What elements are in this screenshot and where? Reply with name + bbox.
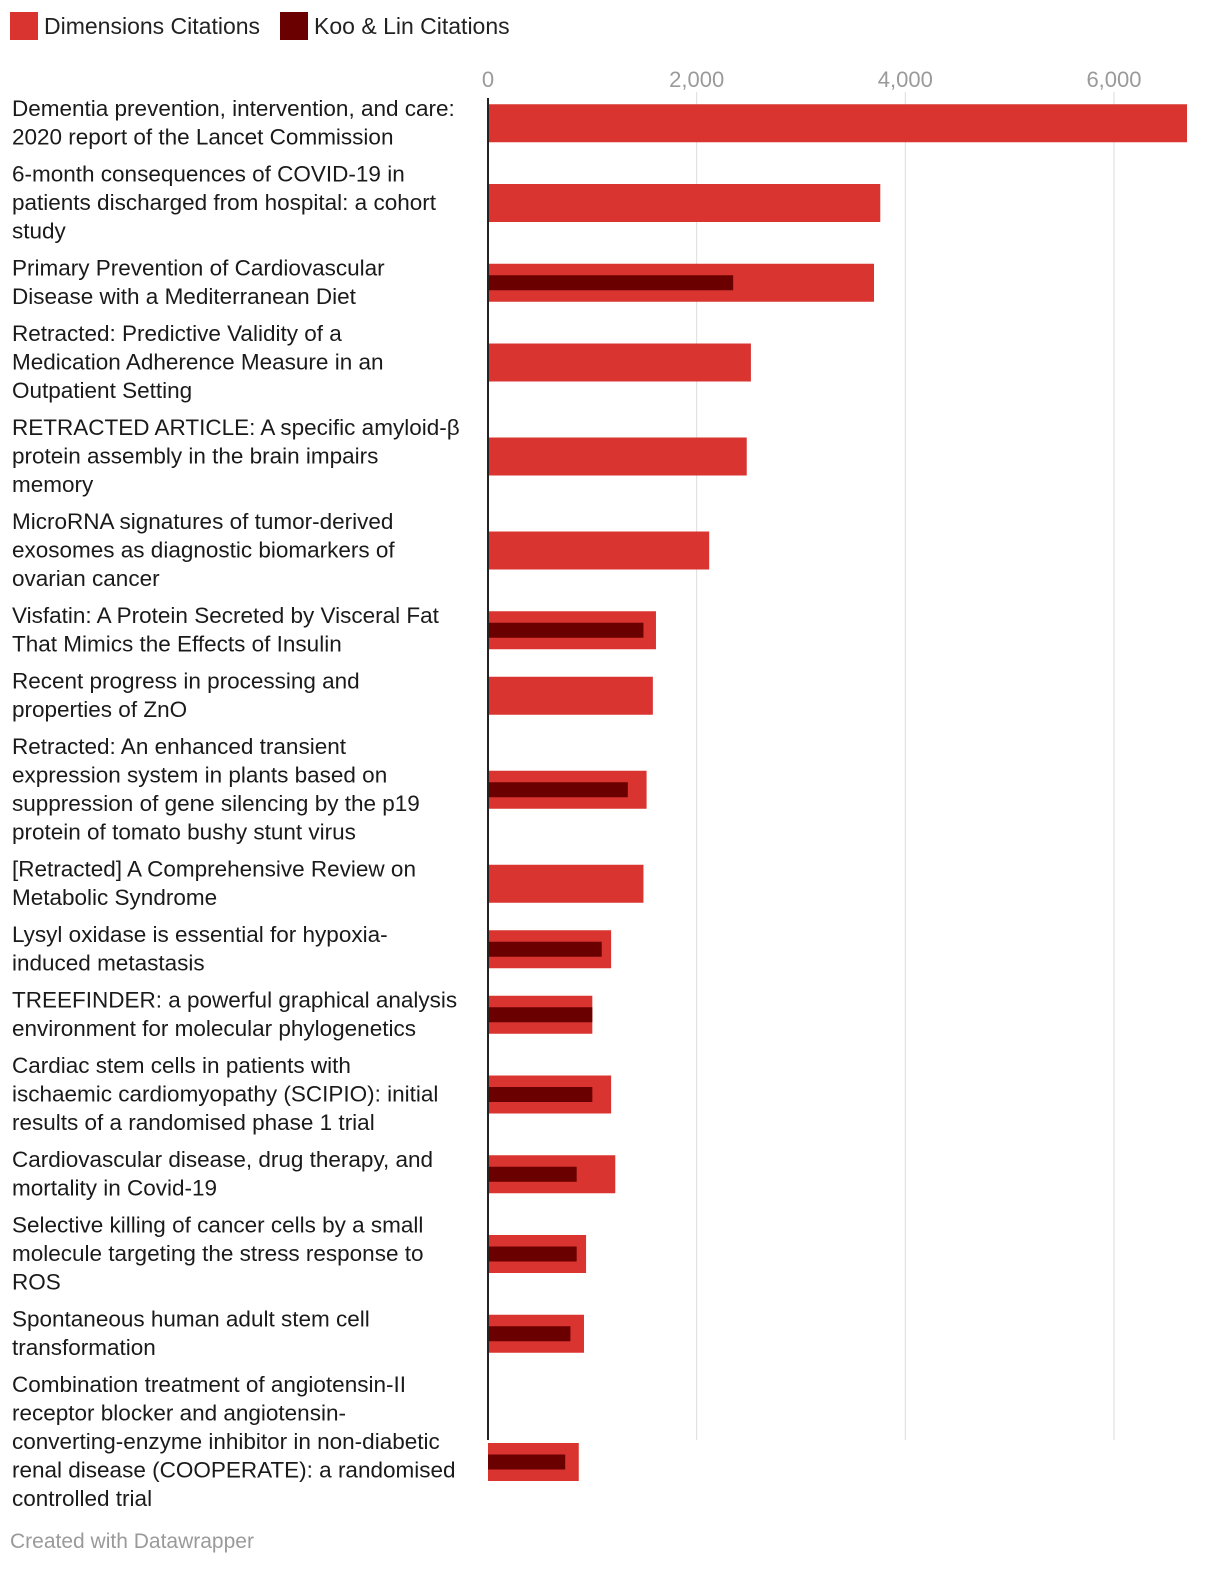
- bar-dimensions: [488, 676, 653, 715]
- footer-credit: Created with Datawrapper: [10, 1530, 254, 1553]
- category-label: Dementia prevention, intervention, and c…: [12, 96, 455, 150]
- category-label: Retracted: Predictive Validity of a Medic…: [12, 321, 383, 403]
- category-label: Visfatin: A Protein Secreted by Visceral…: [12, 603, 440, 657]
- legend-item-koo-lin: Koo & Lin Citations: [280, 12, 510, 40]
- bar-koo-lin: [488, 1326, 571, 1342]
- category-label: Retracted: An enhanced transient expressi…: [12, 734, 420, 845]
- legend-swatch-koo-lin: [280, 12, 309, 40]
- bar-dimensions: [488, 864, 644, 903]
- bar-koo-lin: [488, 941, 602, 957]
- category-label: Lysyl oxidase is essential for hypoxia-i…: [12, 922, 388, 976]
- category-label: Recent progress in processing and propert…: [12, 669, 360, 723]
- bar-dimensions: [488, 437, 747, 476]
- bar-koo-lin: [488, 1246, 577, 1262]
- category-label: Cardiac stem cells in patients with ischa…: [12, 1053, 438, 1135]
- bar-koo-lin: [488, 1166, 577, 1182]
- bar-dimensions: [488, 184, 881, 222]
- bar-dimensions: [488, 104, 1187, 143]
- category-label: Spontaneous human adult stem cell transfo…: [12, 1307, 370, 1361]
- category-label: 6-month consequences of COVID-19 in patie…: [12, 162, 437, 244]
- x-tick-label: 0: [482, 67, 494, 92]
- x-tick-label: 6,000: [1086, 67, 1141, 92]
- category-label: Primary Prevention of Cardiovascular Dise…: [12, 256, 385, 310]
- category-label: Selective killing of cancer cells by a s…: [12, 1213, 423, 1295]
- legend-swatch-dimensions: [10, 12, 38, 40]
- x-tick-label: 4,000: [878, 67, 933, 92]
- legend-label-koo-lin: Koo & Lin Citations: [314, 12, 510, 39]
- bar-chart: 0 2,000 4,000 6,000 Dementia prevention, int…: [12, 67, 1187, 1511]
- x-tick-label: 2,000: [669, 67, 724, 92]
- bar-koo-lin: [488, 1007, 593, 1023]
- bar-koo-lin: [488, 1087, 593, 1102]
- bar-dimensions: [488, 531, 710, 570]
- category-label: [Retracted] A Comprehensive Review on Met…: [12, 857, 416, 911]
- bar-koo-lin: [488, 782, 628, 798]
- bar-koo-lin: [488, 1454, 566, 1470]
- category-label: TREEFINDER: a powerful graphical analysi…: [12, 988, 457, 1042]
- category-label: RETRACTED ARTICLE: A specific amyloid-β p…: [12, 415, 460, 497]
- bar-dimensions: [488, 343, 751, 382]
- legend-item-dimensions: Dimensions Citations: [10, 12, 260, 40]
- bar-koo-lin: [488, 622, 644, 638]
- category-label: MicroRNA signatures of tumor-derived exos…: [12, 509, 395, 591]
- bar-koo-lin: [488, 275, 734, 291]
- category-label: Cardiovascular disease, drug therapy, an…: [12, 1147, 433, 1201]
- legend-label-dimensions: Dimensions Citations: [44, 12, 261, 39]
- legend: Dimensions Citations Koo & Lin Citations: [10, 10, 530, 42]
- category-label: Combination treatment of angiotensin-II r…: [12, 1372, 456, 1511]
